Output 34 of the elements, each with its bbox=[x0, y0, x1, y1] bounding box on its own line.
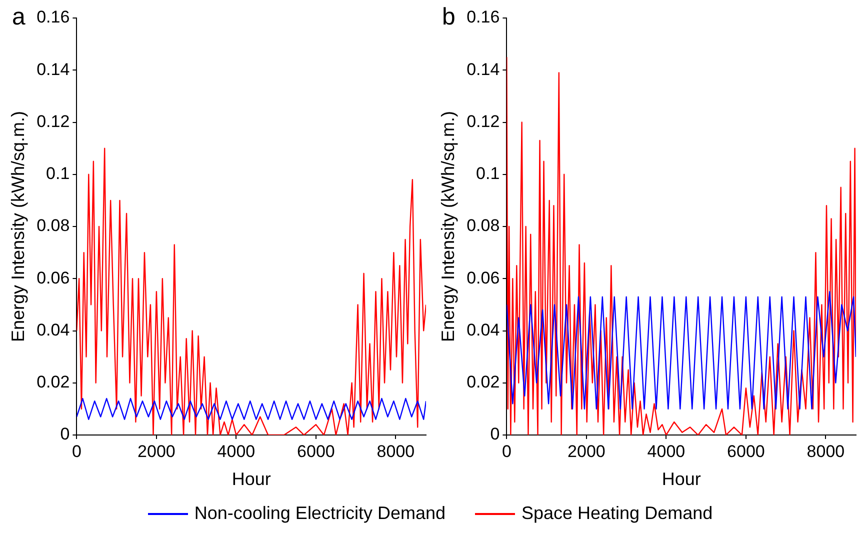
y-tick-label: 0 bbox=[60, 424, 70, 444]
y-tick-label: 0.04 bbox=[36, 320, 70, 340]
y-tick-label: 0.14 bbox=[36, 60, 70, 79]
y-tick-label: 0.1 bbox=[46, 164, 70, 184]
x-tick-label: 6000 bbox=[727, 442, 765, 461]
y-tick-label: 0.06 bbox=[36, 268, 70, 288]
y-tick-label: 0.06 bbox=[466, 268, 500, 288]
x-axis-title: Hour bbox=[662, 469, 701, 490]
x-tick-label: 4000 bbox=[217, 442, 256, 461]
x-tick-label: 8000 bbox=[376, 442, 415, 461]
x-tick-label: 4000 bbox=[647, 442, 686, 461]
y-tick-label: 0.08 bbox=[466, 216, 500, 236]
y-tick-label: 0.14 bbox=[466, 60, 500, 79]
x-tick-label: 2000 bbox=[568, 442, 606, 461]
y-axis-title: Energy Intensity (kWh/sq.m.) bbox=[8, 110, 28, 342]
y-tick-label: 0.16 bbox=[466, 8, 500, 27]
y-tick-label: 0.02 bbox=[466, 372, 500, 392]
x-tick-label: 2000 bbox=[138, 442, 176, 461]
chart-title: b bbox=[442, 4, 456, 31]
legend-label: Non-cooling Electricity Demand bbox=[194, 503, 446, 524]
y-axis-title: Energy Intensity (kWh/sq.m.) bbox=[438, 110, 458, 342]
y-tick-label: 0.04 bbox=[466, 320, 500, 340]
x-tick-label: 6000 bbox=[297, 442, 335, 461]
y-tick-label: 0 bbox=[490, 424, 500, 444]
y-tick-label: 0.12 bbox=[36, 112, 70, 131]
y-tick-label: 0.1 bbox=[476, 164, 500, 184]
x-tick-label: 8000 bbox=[806, 442, 845, 461]
y-tick-label: 0.08 bbox=[36, 216, 70, 236]
legend-label: Space Heating Demand bbox=[521, 503, 713, 524]
chart-title: a bbox=[12, 4, 26, 31]
x-axis-title: Hour bbox=[232, 469, 271, 490]
y-tick-label: 0.16 bbox=[36, 8, 70, 27]
y-tick-label: 0.02 bbox=[36, 372, 70, 392]
y-tick-label: 0.12 bbox=[466, 112, 500, 131]
